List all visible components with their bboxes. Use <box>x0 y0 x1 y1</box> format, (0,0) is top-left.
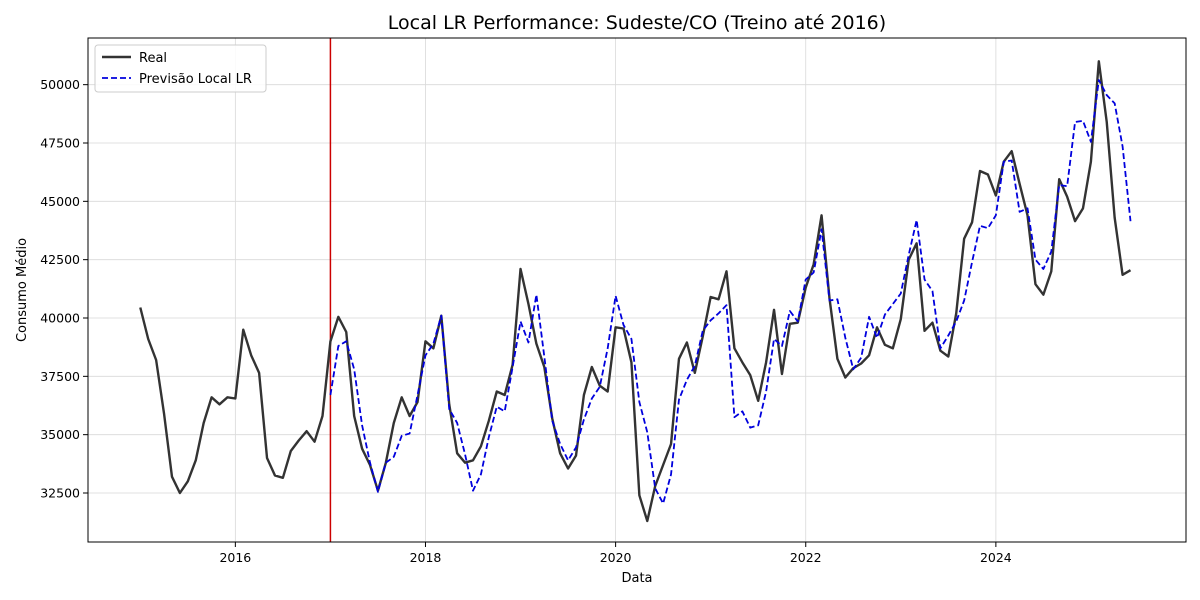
y-tick-label: 32500 <box>40 486 80 501</box>
plot-area <box>139 38 1132 542</box>
legend: Real Previsão Local LR <box>94 44 267 93</box>
x-tick-label: 2024 <box>980 550 1012 565</box>
y-tick-label: 50000 <box>40 77 80 92</box>
y-tick-label: 47500 <box>40 136 80 151</box>
chart-title: Local LR Performance: Sudeste/CO (Treino… <box>388 12 886 34</box>
y-tick-label: 35000 <box>40 427 80 442</box>
legend-real-label: Real <box>139 51 167 66</box>
x-axis-label: Data <box>621 571 652 586</box>
series-line-prediction <box>329 79 1132 505</box>
x-tick-label: 2020 <box>600 550 632 565</box>
x-tick-label: 2018 <box>410 550 442 565</box>
series-line-real <box>139 60 1132 523</box>
axis-ticks: 2016 2018 2020 2022 2024 32500 35000 37500 40000… <box>40 77 1012 565</box>
legend-pred-label: Previsão Local LR <box>139 72 252 87</box>
y-axis-label: Consumo Médio <box>15 238 30 342</box>
y-tick-label: 40000 <box>40 311 80 326</box>
grid <box>88 38 1186 542</box>
x-tick-label: 2016 <box>219 550 251 565</box>
plot-frame <box>87 37 1187 543</box>
y-tick-label: 42500 <box>40 252 80 267</box>
y-tick-label: 37500 <box>40 369 80 384</box>
y-tick-label: 45000 <box>40 194 80 209</box>
legend-box <box>94 44 267 93</box>
x-tick-label: 2022 <box>790 550 822 565</box>
